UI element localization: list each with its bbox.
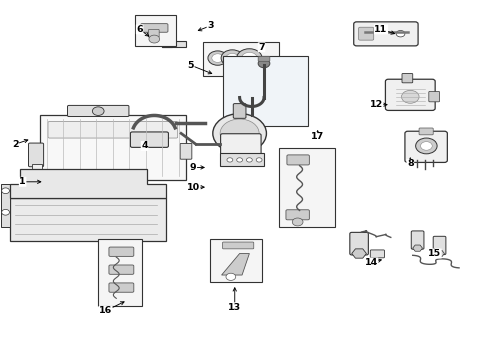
Circle shape <box>395 31 404 37</box>
FancyBboxPatch shape <box>369 250 384 258</box>
Polygon shape <box>221 253 249 275</box>
FancyBboxPatch shape <box>410 231 423 249</box>
Circle shape <box>1 188 9 194</box>
Text: 16: 16 <box>99 306 112 315</box>
Circle shape <box>246 158 252 162</box>
Text: 2: 2 <box>12 140 19 149</box>
Circle shape <box>92 107 104 116</box>
Text: 6: 6 <box>136 25 142 34</box>
FancyBboxPatch shape <box>203 42 278 76</box>
FancyBboxPatch shape <box>278 148 334 226</box>
Text: 10: 10 <box>186 183 200 192</box>
FancyBboxPatch shape <box>286 155 309 165</box>
Polygon shape <box>351 249 366 258</box>
FancyBboxPatch shape <box>222 56 307 126</box>
FancyBboxPatch shape <box>141 24 167 32</box>
FancyBboxPatch shape <box>401 73 412 83</box>
FancyBboxPatch shape <box>220 134 261 156</box>
Circle shape <box>236 158 242 162</box>
FancyBboxPatch shape <box>358 27 373 40</box>
FancyBboxPatch shape <box>258 56 269 61</box>
Text: 5: 5 <box>187 61 194 70</box>
FancyBboxPatch shape <box>40 116 185 180</box>
FancyBboxPatch shape <box>220 153 264 166</box>
FancyBboxPatch shape <box>432 236 445 255</box>
Polygon shape <box>434 251 444 257</box>
Polygon shape <box>412 245 422 251</box>
Circle shape <box>211 54 223 62</box>
Text: 8: 8 <box>406 159 413 168</box>
FancyBboxPatch shape <box>222 242 253 249</box>
Text: 15: 15 <box>427 249 440 258</box>
Polygon shape <box>0 184 10 226</box>
Text: 4: 4 <box>141 141 147 150</box>
Circle shape <box>165 42 169 45</box>
Circle shape <box>207 51 227 65</box>
Text: 9: 9 <box>190 163 196 172</box>
Text: 17: 17 <box>310 132 324 141</box>
Text: 11: 11 <box>374 25 387 34</box>
FancyBboxPatch shape <box>385 79 434 111</box>
Circle shape <box>401 90 418 103</box>
FancyBboxPatch shape <box>130 132 168 147</box>
Text: 12: 12 <box>369 100 382 109</box>
Circle shape <box>415 138 436 154</box>
Text: 13: 13 <box>228 303 241 312</box>
Circle shape <box>1 210 9 215</box>
Circle shape <box>212 114 266 153</box>
FancyBboxPatch shape <box>233 104 245 118</box>
FancyBboxPatch shape <box>67 105 129 117</box>
Circle shape <box>149 35 159 43</box>
FancyBboxPatch shape <box>349 232 367 255</box>
FancyBboxPatch shape <box>161 41 185 47</box>
Circle shape <box>256 158 262 162</box>
FancyBboxPatch shape <box>418 128 432 135</box>
Circle shape <box>225 53 238 63</box>
Circle shape <box>220 119 259 148</box>
Circle shape <box>241 52 257 64</box>
FancyBboxPatch shape <box>135 15 176 45</box>
FancyBboxPatch shape <box>148 30 159 37</box>
FancyBboxPatch shape <box>180 143 191 159</box>
FancyBboxPatch shape <box>109 265 134 274</box>
FancyBboxPatch shape <box>161 22 172 47</box>
Circle shape <box>258 59 269 68</box>
FancyBboxPatch shape <box>109 283 134 292</box>
FancyBboxPatch shape <box>353 22 417 46</box>
Circle shape <box>226 158 232 162</box>
Circle shape <box>292 218 303 226</box>
FancyBboxPatch shape <box>28 143 43 167</box>
Text: 7: 7 <box>258 43 264 52</box>
FancyBboxPatch shape <box>285 210 309 220</box>
Circle shape <box>420 141 431 150</box>
FancyBboxPatch shape <box>32 164 42 176</box>
Text: 3: 3 <box>207 21 213 30</box>
FancyBboxPatch shape <box>10 198 166 241</box>
Circle shape <box>236 49 262 67</box>
Circle shape <box>225 273 235 280</box>
FancyBboxPatch shape <box>210 239 261 282</box>
FancyBboxPatch shape <box>48 122 177 138</box>
FancyBboxPatch shape <box>428 91 439 102</box>
FancyBboxPatch shape <box>404 131 447 162</box>
Text: 1: 1 <box>20 177 26 186</box>
Circle shape <box>164 33 169 37</box>
Polygon shape <box>10 169 166 198</box>
FancyBboxPatch shape <box>109 247 134 256</box>
Circle shape <box>221 50 243 66</box>
FancyBboxPatch shape <box>98 239 142 306</box>
Text: 14: 14 <box>364 258 377 267</box>
